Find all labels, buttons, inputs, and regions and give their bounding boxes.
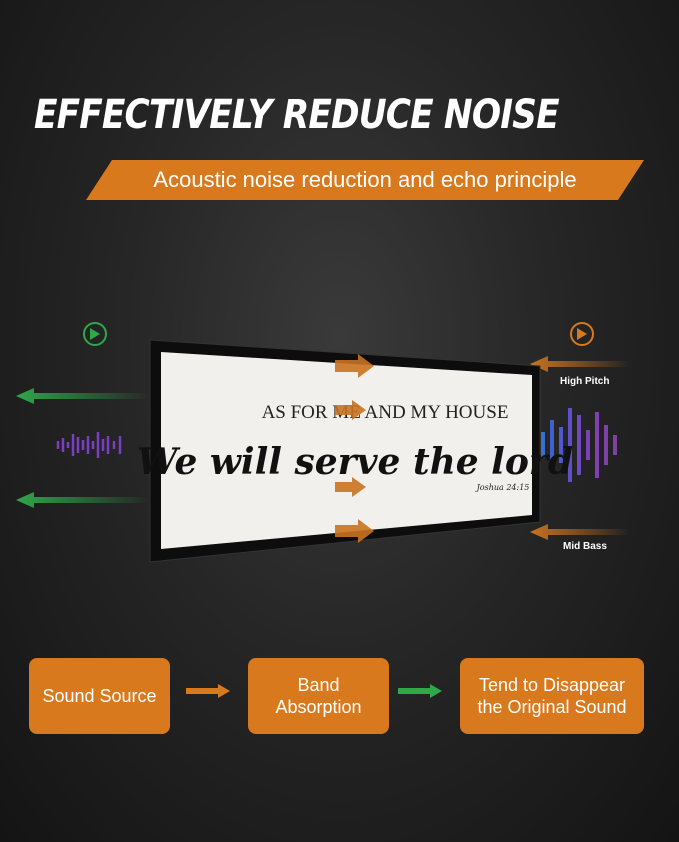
orange-arrow-left-icon	[530, 356, 630, 372]
flow-step-band-absorption: Band Absorption	[248, 658, 389, 734]
soundwave-right-icon	[541, 408, 617, 482]
sign-frame: AS FOR ME AND MY HOUSE We will serve the…	[137, 339, 573, 563]
soundwave-left-icon	[56, 432, 122, 458]
headline: EFFECTIVELY REDUCE NOISE	[34, 92, 560, 138]
flow-step-disappear: Tend to Disappear the Original Sound	[460, 658, 644, 734]
green-arrow-left-icon	[16, 388, 150, 404]
banner: Acoustic noise reduction and echo princi…	[86, 160, 644, 200]
flow-arrow-icon	[186, 684, 230, 698]
orange-arrow-left-icon	[530, 524, 630, 540]
sign-line2: We will serve the lord	[137, 441, 573, 483]
label-high-pitch: High Pitch	[560, 376, 610, 387]
orange-arrow-right-icon	[335, 354, 374, 543]
green-speaker-icon	[83, 322, 107, 346]
flow-step-sound-source: Sound Source	[29, 658, 170, 734]
orange-speaker-icon	[570, 322, 594, 346]
green-arrow-left-icon	[16, 492, 150, 508]
sign-verse: Joshua 24:15	[475, 483, 530, 492]
label-mid-bass: Mid Bass	[563, 541, 607, 552]
sign-line1: AS FOR ME AND MY HOUSE	[262, 402, 509, 423]
flow-arrow-icon	[398, 684, 442, 698]
banner-text: Acoustic noise reduction and echo princi…	[153, 167, 577, 192]
